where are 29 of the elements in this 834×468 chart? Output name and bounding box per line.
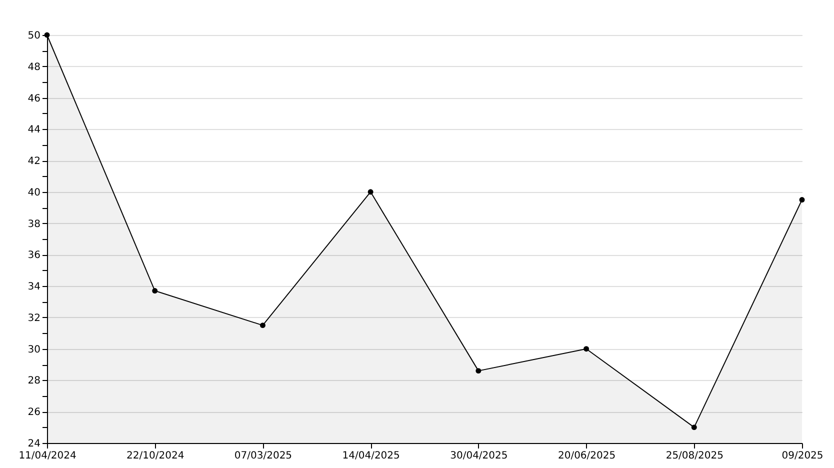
x-tick-label: 30/04/2025 xyxy=(450,450,508,462)
x-tick-label: 09/2025 xyxy=(782,450,824,462)
y-tick-label: 34 xyxy=(28,282,40,293)
y-tick-label: 36 xyxy=(28,250,40,262)
y-tick-label: 32 xyxy=(28,312,40,324)
point xyxy=(368,189,374,195)
y-tick-label: 50 xyxy=(28,30,40,42)
point xyxy=(476,368,482,374)
y-tick-label: 40 xyxy=(28,187,40,198)
x-tick-label: 22/10/2024 xyxy=(126,450,184,462)
point xyxy=(260,322,266,328)
y-tick-label: 42 xyxy=(28,156,40,168)
y-tick-label: 48 xyxy=(28,62,40,73)
point xyxy=(799,197,805,203)
point xyxy=(584,346,590,352)
y-tick-label: 38 xyxy=(28,218,40,230)
point xyxy=(691,424,697,430)
point xyxy=(152,288,158,294)
y-tick-label: 44 xyxy=(28,124,40,136)
x-tick-label: 07/03/2025 xyxy=(234,450,292,462)
y-tick-label: 28 xyxy=(28,376,40,387)
x-tick-label: 11/04/2024 xyxy=(18,450,76,462)
y-tick-label: 30 xyxy=(28,344,40,356)
y-tick-label: 26 xyxy=(28,407,40,418)
x-tick-label: 25/08/2025 xyxy=(666,450,724,462)
x-tick-label: 14/04/2025 xyxy=(342,450,400,462)
y-tick-label: 46 xyxy=(28,93,40,104)
x-tick-label: 20/06/2025 xyxy=(558,450,616,462)
y-tick-label: 24 xyxy=(28,438,40,450)
